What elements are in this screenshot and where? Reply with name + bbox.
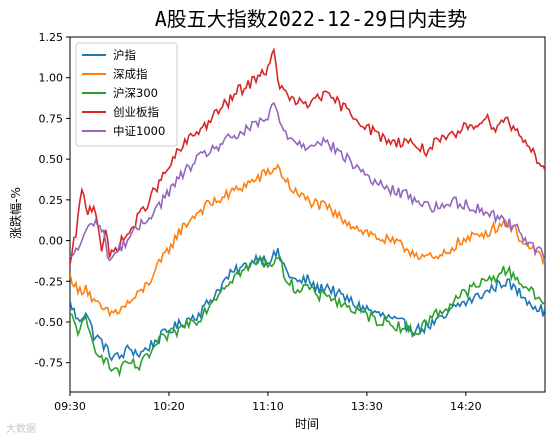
y-tick-label: 0.00 bbox=[39, 235, 64, 248]
y-tick-label: 1.00 bbox=[39, 72, 64, 85]
y-tick-label: 0.50 bbox=[39, 153, 64, 166]
watermark-text: 大数据 bbox=[6, 424, 36, 435]
series-line-1 bbox=[70, 163, 545, 318]
plot-area: 1.25 1.00 0.75 0.50 0.25 0.00 -0.25 -0.50 -0.75 0… bbox=[35, 31, 546, 413]
chart-title: A股五大指数2022-12-29日内走势 bbox=[155, 7, 467, 31]
x-tick-label: 13:30 bbox=[351, 400, 383, 413]
legend-label: 沪指 bbox=[113, 48, 136, 62]
y-tick-label: -0.75 bbox=[35, 357, 63, 370]
x-tick-label: 10:20 bbox=[153, 400, 185, 413]
x-tick-label: 11:10 bbox=[252, 400, 284, 413]
y-axis-label: 涨跌幅-% bbox=[8, 187, 23, 239]
axes-frame bbox=[69, 36, 546, 393]
legend-label: 创业板指 bbox=[113, 105, 159, 119]
y-tick-label: 1.25 bbox=[39, 31, 64, 44]
y-tick-label: 0.25 bbox=[39, 194, 64, 207]
x-tick-label: 14:20 bbox=[450, 400, 482, 413]
series-line-4 bbox=[70, 101, 545, 263]
y-tick-label: -0.25 bbox=[35, 275, 63, 288]
y-tick-label: -0.50 bbox=[35, 316, 63, 329]
legend-label: 中证1000 bbox=[113, 124, 165, 138]
series-line-2 bbox=[70, 255, 545, 378]
legend-label: 深成指 bbox=[113, 67, 148, 81]
series-line-3 bbox=[70, 47, 545, 266]
legend-label: 沪深300 bbox=[113, 86, 158, 100]
x-axis-label: 时间 bbox=[295, 417, 319, 431]
x-tick-label: 09:30 bbox=[54, 400, 86, 413]
legend-box bbox=[75, 42, 178, 147]
y-tick-label: 0.75 bbox=[39, 112, 64, 125]
series-line-0 bbox=[70, 247, 545, 362]
